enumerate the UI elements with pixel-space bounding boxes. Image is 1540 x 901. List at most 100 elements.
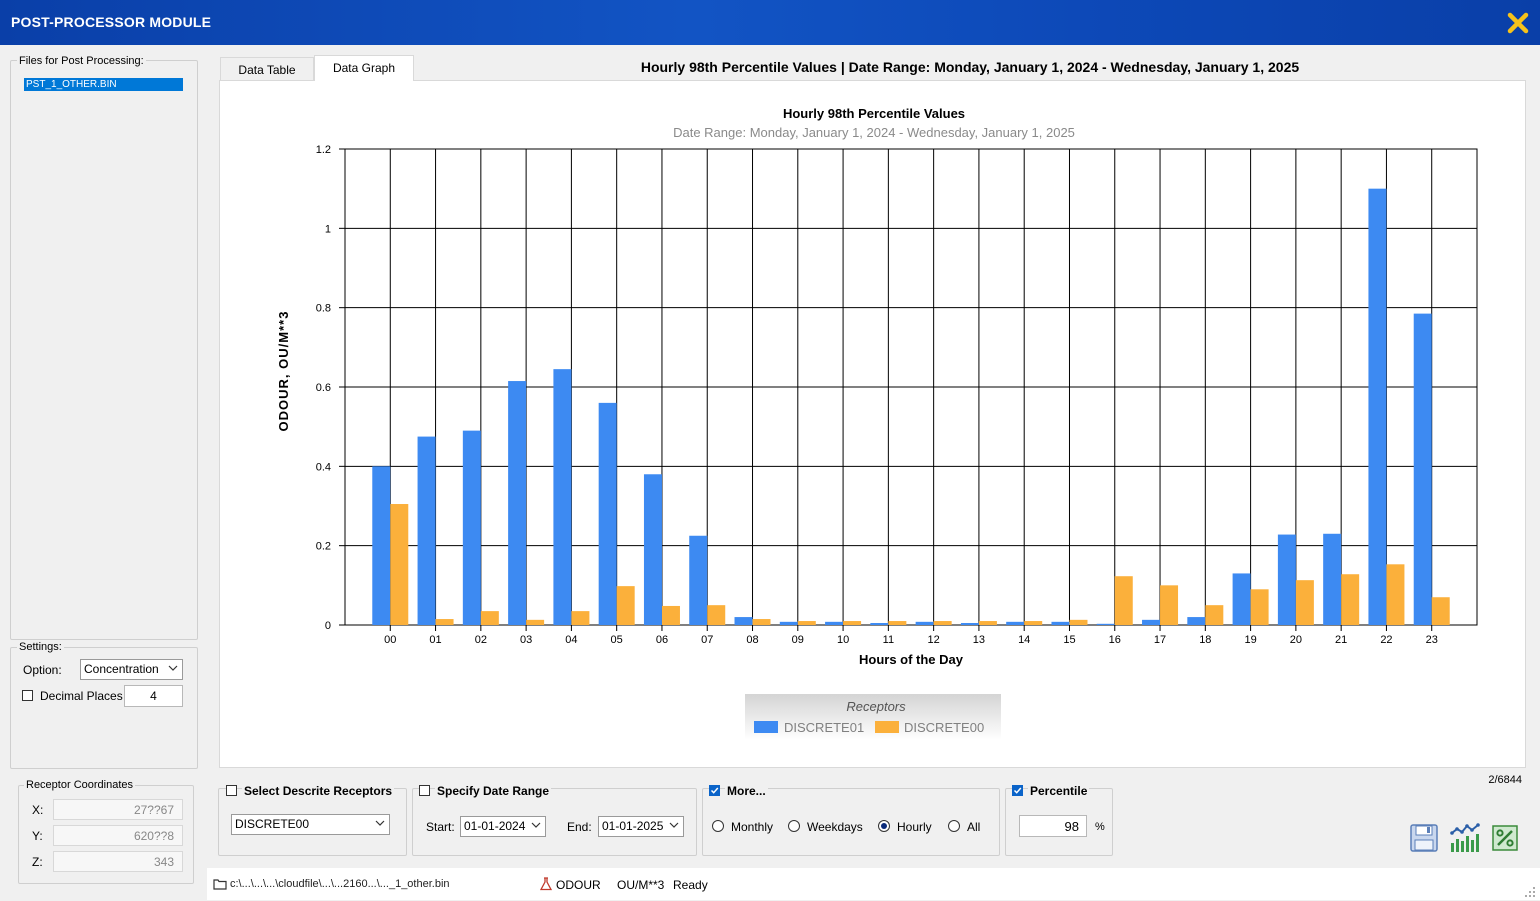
x-tick-label: 14 xyxy=(1018,634,1030,646)
legend-swatch-discrete00 xyxy=(875,721,899,733)
bar-discrete00-21 xyxy=(1341,574,1360,625)
bar-discrete00-23 xyxy=(1431,597,1450,625)
chevron-down-icon xyxy=(375,820,385,826)
decimal-places-checkbox[interactable] xyxy=(22,690,33,701)
hourly-radio[interactable] xyxy=(878,820,890,832)
monthly-radio[interactable] xyxy=(712,820,724,832)
x-tick-label: 17 xyxy=(1154,634,1166,646)
chart-legend: Receptors DISCRETE01 DISCRETE00 xyxy=(745,694,1001,740)
end-date-value: 01-01-2025 xyxy=(602,819,664,833)
window-title: POST-PROCESSOR MODULE xyxy=(11,14,212,30)
legend-label-discrete00: DISCRETE00 xyxy=(904,720,984,735)
option-label: Option: xyxy=(23,663,62,677)
select-receptors-checkbox[interactable] xyxy=(226,785,237,796)
bar-discrete01-16 xyxy=(1096,623,1115,625)
decimal-places-input[interactable]: 4 xyxy=(124,685,183,707)
start-date-value: 01-01-2024 xyxy=(464,819,526,833)
file-list-item[interactable]: PST_1_OTHER.BIN xyxy=(24,78,183,91)
bar-discrete01-08 xyxy=(734,617,753,625)
weekdays-radio[interactable] xyxy=(788,820,800,832)
bar-discrete00-09 xyxy=(797,621,816,625)
x-tick-label: 09 xyxy=(792,634,804,646)
graph-icon[interactable] xyxy=(1449,823,1481,853)
bar-discrete00-18 xyxy=(1205,605,1224,625)
all-radio[interactable] xyxy=(948,820,960,832)
bar-discrete01-03 xyxy=(508,381,527,625)
x-tick-label: 20 xyxy=(1290,634,1302,646)
percentile-input[interactable]: 98 xyxy=(1019,815,1087,837)
bar-discrete00-01 xyxy=(435,619,454,625)
checkmark-icon xyxy=(710,787,719,794)
decimal-places-label: Decimal Places xyxy=(40,689,123,703)
x-tick-label: 19 xyxy=(1244,634,1256,646)
more-label: More... xyxy=(725,784,768,798)
bar-discrete00-19 xyxy=(1250,589,1269,625)
chevron-down-icon xyxy=(168,665,178,671)
end-date-picker[interactable]: 01-01-2025 xyxy=(598,816,684,837)
bar-discrete00-06 xyxy=(661,605,680,625)
option-select[interactable]: Concentration xyxy=(80,659,183,680)
x-tick-label: 05 xyxy=(611,634,623,646)
bar-discrete00-13 xyxy=(978,621,997,625)
x-tick-label: 00 xyxy=(384,634,396,646)
bar-discrete01-17 xyxy=(1142,619,1161,625)
axes: 0 0.2 0.4 0.6 0.8 1 1.2 00 01 02 03 04 05 06 07 08 09 10 1… xyxy=(316,144,1438,646)
y-tick-label: 0.2 xyxy=(316,541,331,553)
x-tick-label: 10 xyxy=(837,634,849,646)
legend-swatch-discrete01 xyxy=(754,721,778,733)
start-date-picker[interactable]: 01-01-2024 xyxy=(460,816,546,837)
receptor-select[interactable]: DISCRETE00 xyxy=(231,814,390,835)
x-tick-label: 02 xyxy=(475,634,487,646)
save-icon[interactable] xyxy=(1409,823,1439,853)
x-tick-label: 21 xyxy=(1335,634,1347,646)
all-label: All xyxy=(967,820,981,834)
x-tick-label: 06 xyxy=(656,634,668,646)
resize-grip-icon[interactable] xyxy=(1524,886,1536,898)
tab-data-table[interactable]: Data Table xyxy=(220,57,314,80)
bar-discrete01-06 xyxy=(643,474,662,625)
chevron-down-icon xyxy=(669,822,679,828)
y-tick-label: 0.8 xyxy=(316,303,331,315)
date-range-checkbox[interactable] xyxy=(419,785,430,796)
bar-discrete01-21 xyxy=(1323,533,1342,625)
x-tick-label: 18 xyxy=(1199,634,1211,646)
bar-discrete01-09 xyxy=(779,621,798,625)
close-icon[interactable] xyxy=(1503,8,1533,38)
x-coordinate-field: 27??67 xyxy=(53,799,183,820)
tab-data-graph[interactable]: Data Graph xyxy=(314,55,414,81)
percentile-label: Percentile xyxy=(1028,784,1090,798)
percentile-checkbox[interactable] xyxy=(1012,785,1023,796)
folder-icon xyxy=(213,878,227,890)
select-receptors-label: Select Descrite Receptors xyxy=(242,784,395,798)
bar-discrete01-15 xyxy=(1051,621,1070,625)
hourly-label: Hourly xyxy=(897,820,932,834)
more-checkbox[interactable] xyxy=(709,785,720,796)
bar-discrete00-07 xyxy=(707,605,726,625)
bar-discrete01-22 xyxy=(1368,188,1387,625)
percent-icon[interactable] xyxy=(1492,825,1518,851)
x-tick-label: 12 xyxy=(928,634,940,646)
bar-discrete01-07 xyxy=(689,535,708,625)
bar-discrete00-22 xyxy=(1386,564,1405,625)
bar-discrete00-00 xyxy=(390,504,409,625)
y-label: Y: xyxy=(32,829,43,843)
x-tick-label: 23 xyxy=(1426,634,1438,646)
bar-discrete00-04 xyxy=(571,611,590,625)
bar-series xyxy=(372,188,1450,625)
percent-unit: % xyxy=(1095,821,1105,833)
x-tick-label: 03 xyxy=(520,634,532,646)
x-tick-label: 04 xyxy=(565,634,577,646)
y-coordinate-field: 620??8 xyxy=(53,825,183,846)
chart-panel: Hourly 98th Percentile Values Date Range… xyxy=(219,80,1526,768)
status-pollutant: ODOUR xyxy=(556,878,601,892)
x-tick-label: 15 xyxy=(1063,634,1075,646)
flask-icon xyxy=(539,877,553,891)
chart-subtitle: Date Range: Monday, January 1, 2024 - We… xyxy=(673,125,1075,140)
bar-discrete01-04 xyxy=(553,369,572,625)
settings-group xyxy=(10,647,198,769)
bar-discrete01-11 xyxy=(870,623,889,625)
bar-discrete00-10 xyxy=(843,621,862,625)
option-select-value: Concentration xyxy=(84,662,159,676)
date-range-group xyxy=(412,788,697,856)
bar-discrete00-05 xyxy=(616,586,635,625)
